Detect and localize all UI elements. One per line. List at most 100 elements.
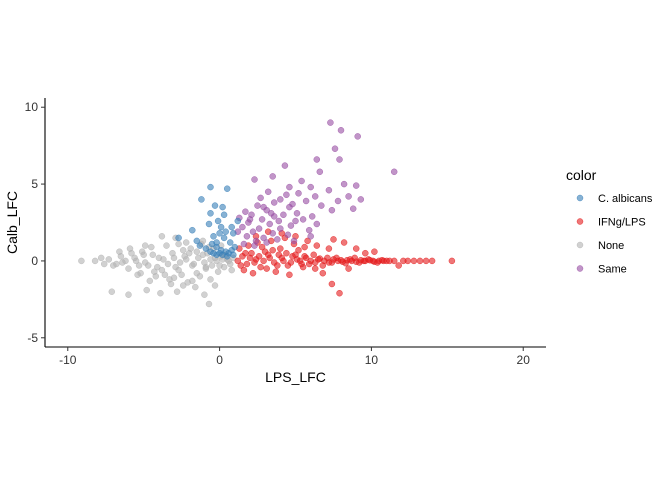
point-same (270, 199, 278, 206)
point-same (292, 217, 299, 225)
point-same (357, 196, 365, 203)
point-none (148, 243, 155, 251)
point-none (201, 291, 208, 298)
point-ifng-lps (269, 246, 276, 254)
point-none (160, 256, 167, 263)
point-same (239, 223, 246, 231)
point-ifng-lps (296, 257, 304, 265)
point-same (307, 233, 314, 240)
point-none (207, 256, 214, 263)
point-ifng-lps (352, 245, 360, 252)
point-ifng-lps (383, 257, 390, 265)
point-c-albicans (210, 233, 217, 240)
point-same (255, 225, 263, 232)
y-tick-label: 10 (25, 100, 39, 114)
point-none (164, 260, 172, 268)
point-none (211, 282, 219, 289)
point-same (336, 156, 343, 163)
point-none (78, 257, 85, 265)
point-none (193, 269, 201, 277)
point-c-albicans (234, 217, 242, 225)
point-ifng-lps (337, 256, 345, 264)
point-none (125, 291, 132, 298)
legend-key-none (576, 241, 584, 249)
point-none (108, 288, 116, 295)
point-c-albicans (217, 246, 225, 254)
point-none (151, 268, 158, 275)
point-ifng-lps (311, 265, 319, 272)
point-none (141, 242, 149, 249)
point-none (189, 262, 196, 269)
x-ticks: -10 0 10 20 (59, 347, 530, 367)
point-ifng-lps (301, 253, 308, 260)
point-same (295, 190, 302, 197)
point-same (302, 197, 310, 205)
legend-items: C. albicans IFNg/LPS None Same (576, 193, 653, 276)
point-ifng-lps (274, 262, 281, 269)
x-tick-label: 10 (365, 353, 379, 367)
point-none (182, 256, 190, 263)
y-axis-title: Calb_LFC (4, 191, 20, 254)
point-ifng-lps (283, 249, 290, 257)
point-same (266, 220, 273, 228)
point-ifng-lps (246, 254, 254, 262)
point-same (281, 162, 289, 169)
point-none (192, 283, 199, 291)
point-ifng-lps (299, 263, 307, 271)
point-same (316, 168, 324, 176)
point-none (149, 251, 157, 259)
point-same (305, 226, 313, 234)
point-c-albicans (205, 220, 213, 228)
legend-title: color (566, 167, 597, 183)
point-same (251, 242, 258, 249)
point-c-albicans (211, 202, 219, 209)
point-same (243, 233, 251, 240)
point-same (331, 145, 339, 152)
point-ifng-lps (263, 265, 270, 272)
point-c-albicans (230, 230, 237, 237)
point-ifng-lps (258, 243, 266, 251)
point-none (131, 254, 138, 262)
point-ifng-lps (310, 251, 317, 259)
point-same (267, 210, 275, 217)
y-tick-label: 5 (31, 177, 38, 191)
point-same (340, 180, 348, 188)
point-none (163, 242, 170, 249)
point-same (257, 194, 264, 202)
point-none (179, 246, 187, 254)
point-c-albicans (213, 243, 220, 251)
point-none (173, 288, 181, 295)
point-ifng-lps (249, 269, 257, 277)
point-ifng-lps (272, 268, 280, 275)
point-none (138, 248, 146, 255)
x-tick-label: 20 (517, 353, 531, 367)
point-none (189, 277, 196, 285)
point-ifng-lps (277, 245, 284, 252)
point-none (105, 256, 113, 263)
point-same (264, 188, 272, 196)
point-same (246, 216, 254, 223)
legend-label-same: Same (598, 264, 627, 276)
point-same (298, 177, 305, 185)
point-ifng-lps (292, 251, 299, 259)
point-ifng-lps (340, 239, 348, 246)
point-none (91, 257, 99, 265)
point-none (228, 266, 235, 274)
point-c-albicans (175, 234, 182, 242)
y-ticks: -5 0 5 10 (25, 100, 45, 345)
point-ifng-lps (395, 262, 402, 269)
point-ifng-lps (428, 257, 436, 265)
point-none (170, 254, 178, 262)
point-same (260, 234, 267, 242)
point-same (345, 193, 352, 200)
point-ifng-lps (237, 262, 245, 269)
point-same (254, 202, 261, 209)
point-same (275, 217, 283, 225)
point-c-albicans (208, 240, 216, 248)
point-ifng-lps (315, 256, 322, 263)
point-same (325, 186, 333, 194)
point-none (126, 245, 134, 252)
point-ifng-lps (416, 257, 424, 265)
point-ifng-lps (422, 257, 430, 265)
point-same (242, 208, 249, 215)
